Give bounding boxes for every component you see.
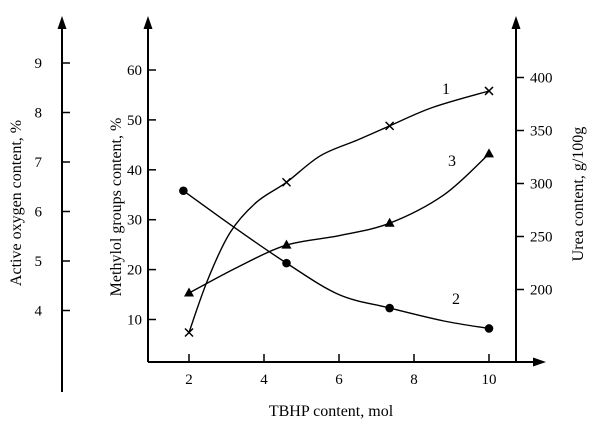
urea-tick-label: 200 <box>530 283 553 299</box>
series-layer <box>179 86 494 338</box>
active-oxygen-tick-label: 8 <box>35 106 43 122</box>
series-2-point <box>484 324 494 333</box>
axes-layer <box>57 16 546 392</box>
series-1-line <box>188 90 490 333</box>
methylol-axis-title: Methylol groups content, % <box>108 118 125 297</box>
methylol-tick-label: 50 <box>127 113 142 129</box>
series-1-point <box>281 177 292 187</box>
series-2-line <box>182 190 490 330</box>
methylol-axis-arrow <box>143 16 153 29</box>
urea-axis-title: Urea content, g/100g <box>570 127 587 262</box>
series-3-label: 3 <box>448 153 456 170</box>
methylol-tick-label: 60 <box>127 63 142 79</box>
series-3-point <box>281 239 292 249</box>
methylol-tick-label: 10 <box>127 313 142 329</box>
active-oxygen-tick-label: 4 <box>35 304 43 320</box>
active-oxygen-tick-label: 9 <box>35 56 43 72</box>
x-tick-label: 2 <box>185 372 193 388</box>
series-3-line <box>188 153 490 294</box>
urea-axis-arrow <box>511 16 521 29</box>
series-3-point <box>484 148 494 158</box>
methylol-tick-label: 40 <box>127 163 142 179</box>
methylol-tick-label: 20 <box>127 263 142 279</box>
methylol-tick-label: 30 <box>127 213 142 229</box>
x-axis-title: TBHP content, mol <box>269 403 394 420</box>
series-3-point <box>184 287 194 297</box>
series-2-point <box>385 303 394 313</box>
active-oxygen-axis-arrow <box>57 16 67 29</box>
urea-tick-label: 300 <box>530 177 553 193</box>
urea-tick-label: 400 <box>530 71 553 87</box>
x-tick-label: 10 <box>482 372 497 388</box>
series-1-label: 1 <box>442 81 450 98</box>
urea-tick-label: 350 <box>530 124 553 140</box>
series-2-label: 2 <box>452 291 460 308</box>
series-1-point <box>484 86 494 96</box>
series-2-point <box>179 186 188 196</box>
active-oxygen-tick-label: 7 <box>35 155 43 171</box>
urea-tick-label: 250 <box>530 230 553 246</box>
active-oxygen-tick-label: 5 <box>35 254 43 270</box>
x-tick-label: 4 <box>260 372 268 388</box>
x-axis-arrow <box>533 357 546 367</box>
x-tick-label: 6 <box>335 372 343 388</box>
labels-layer: 4 5 6 7 8 9 Active oxygen content, % 10 20 30 40 50… <box>8 56 587 420</box>
series-3-point <box>384 217 395 227</box>
active-oxygen-tick-label: 6 <box>35 205 43 221</box>
x-tick-label: 8 <box>410 372 418 388</box>
series-2-point <box>282 258 291 268</box>
series-1-point <box>184 327 194 338</box>
active-oxygen-axis-title: Active oxygen content, % <box>8 120 25 286</box>
series-1-point <box>385 121 395 131</box>
